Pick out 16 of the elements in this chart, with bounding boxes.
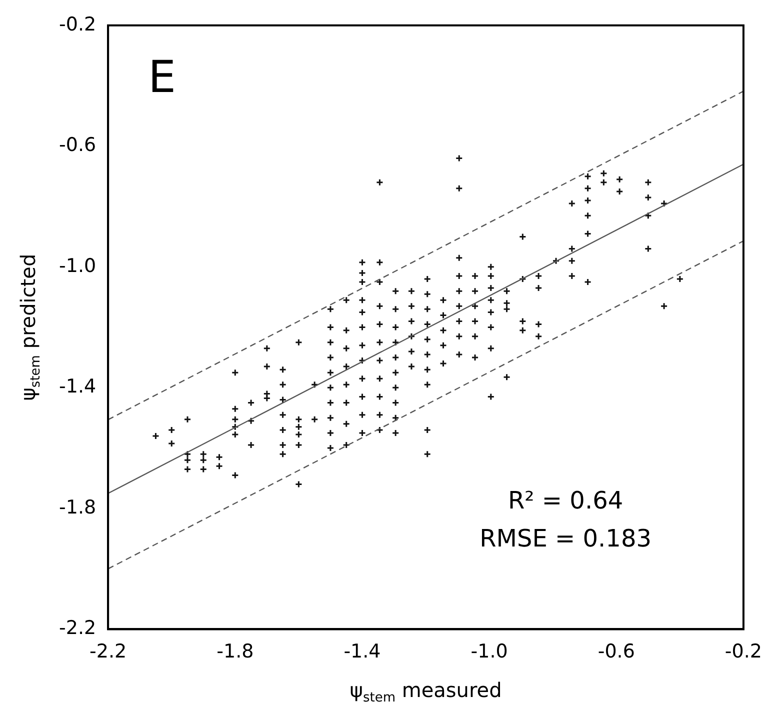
y-tick-label: -1.0 <box>58 254 96 277</box>
annotation: RMSE = 0.183 <box>480 524 652 553</box>
y-tick-label: -1.4 <box>58 376 96 398</box>
y-axis-title: ψstem predicted <box>16 254 44 401</box>
x-tick-label: -1.4 <box>344 640 381 663</box>
x-tick-label: -0.6 <box>598 640 635 663</box>
x-tick-label: -2.2 <box>90 640 127 663</box>
y-tick-label: -0.6 <box>58 134 96 156</box>
y-tick-label: -2.2 <box>58 617 96 640</box>
x-tick-label: -0.2 <box>724 640 762 663</box>
x-tick-label: -1.0 <box>470 640 508 663</box>
annotation: R² = 0.64 <box>508 486 624 515</box>
y-tick-label: -1.8 <box>58 496 96 518</box>
x-tick-label: -1.8 <box>216 640 254 663</box>
y-tick-label: -0.2 <box>58 13 96 36</box>
annotation: E <box>148 52 176 103</box>
